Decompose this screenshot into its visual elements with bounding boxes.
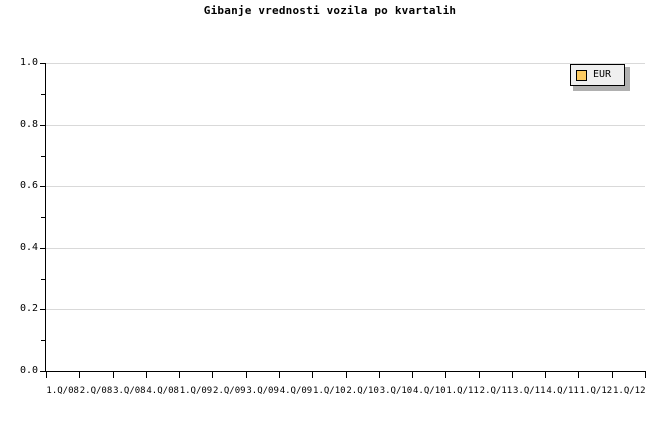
legend[interactable]: EUR xyxy=(570,64,625,86)
y-tick-0.2 xyxy=(40,309,46,310)
gridline-0.4 xyxy=(46,248,645,249)
x-tick xyxy=(479,372,480,378)
y-axis-label-0.6: 0.6 xyxy=(19,180,38,191)
y-axis-label-0.8: 0.8 xyxy=(19,119,38,130)
y-tick-0.6 xyxy=(40,186,46,187)
plot-area xyxy=(46,63,645,371)
x-tick xyxy=(346,372,347,378)
y-axis-label-1.0: 1.0 xyxy=(19,57,38,68)
x-axis-label: 2.Q/09 xyxy=(213,386,246,396)
x-tick xyxy=(179,372,180,378)
series-layer-eur xyxy=(46,63,645,371)
x-tick xyxy=(379,372,380,378)
x-tick xyxy=(545,372,546,378)
x-tick xyxy=(146,372,147,378)
x-axis-label: 4.Q/10 xyxy=(413,386,446,396)
x-tick xyxy=(645,372,646,378)
x-axis-label: 3.Q/08 xyxy=(113,386,146,396)
y-axis-label-0.4: 0.4 xyxy=(19,242,38,253)
chart-title: Gibanje vrednosti vozila po kvartalih xyxy=(203,4,457,17)
x-tick xyxy=(113,372,114,378)
x-axis-label: 2.Q/11 xyxy=(479,386,513,396)
gridline-0.8 xyxy=(46,125,645,126)
y-tick-0.4 xyxy=(40,248,46,249)
x-axis-label: 1.Q/11 xyxy=(446,386,479,396)
gridline-0.2 xyxy=(46,309,645,310)
x-tick xyxy=(279,372,280,378)
x-tick xyxy=(412,372,413,378)
x-axis-label: 2.Q/10 xyxy=(346,386,379,396)
x-axis-label: 1.Q/12 xyxy=(612,386,646,396)
x-tick xyxy=(212,372,213,378)
y-tick-minor-0.3 xyxy=(41,279,46,280)
x-axis-labels: 1.Q/08 2.Q/08 3.Q/08 4.Q/08 1.Q/09 2.Q/09 3.Q/… xyxy=(46,385,646,399)
y-tick-minor-0.1 xyxy=(41,340,46,341)
x-axis-label: 1.Q/10 xyxy=(313,386,346,396)
legend-label-eur: EUR xyxy=(593,69,612,80)
y-tick-0.0 xyxy=(40,371,46,372)
y-tick-minor-0.5 xyxy=(41,217,46,218)
x-axis-label: 4.Q/11 xyxy=(546,386,579,396)
x-tick xyxy=(578,372,579,378)
legend-swatch-eur xyxy=(576,69,587,81)
x-tick xyxy=(79,372,80,378)
gridline-0.6 xyxy=(46,186,645,187)
x-axis-label: 3.Q/11 xyxy=(513,386,546,396)
x-axis-label: 3.Q/09 xyxy=(246,386,279,396)
x-axis-label: 4.Q/09 xyxy=(279,386,313,396)
x-axis-label: 3.Q/10 xyxy=(379,386,413,396)
x-tick xyxy=(445,372,446,378)
x-axis-line xyxy=(45,371,646,372)
x-tick xyxy=(312,372,313,378)
x-axis-label: 1.Q/09 xyxy=(179,386,213,396)
y-tick-minor-0.9 xyxy=(41,94,46,95)
y-tick-minor-0.7 xyxy=(41,156,46,157)
x-axis-label: 1.Q/12 xyxy=(579,386,613,396)
x-axis-label: 1.Q/08 xyxy=(46,386,79,396)
y-axis-label-0.0: 0.0 xyxy=(19,365,38,376)
x-tick xyxy=(512,372,513,378)
y-tick-0.8 xyxy=(40,125,46,126)
x-tick xyxy=(46,372,47,378)
y-tick-1.0 xyxy=(40,63,46,64)
x-axis-label: 2.Q/08 xyxy=(79,386,113,396)
y-axis-label-0.2: 0.2 xyxy=(19,303,38,314)
x-axis-label: 4.Q/08 xyxy=(146,386,179,396)
x-tick xyxy=(612,372,613,378)
x-tick xyxy=(246,372,247,378)
gridline-1.0 xyxy=(46,63,645,64)
